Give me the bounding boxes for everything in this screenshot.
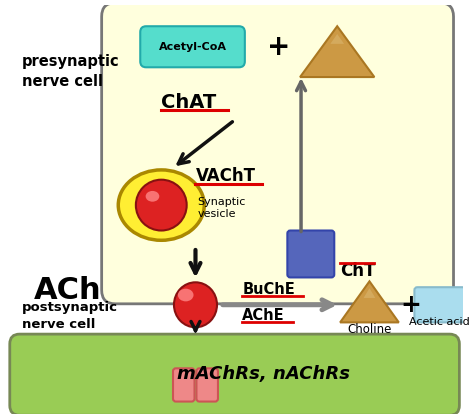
Text: Synaptic
vesicle: Synaptic vesicle	[198, 197, 246, 219]
Text: +: +	[267, 33, 290, 61]
FancyBboxPatch shape	[101, 3, 454, 304]
Text: AChE: AChE	[242, 308, 285, 323]
FancyBboxPatch shape	[287, 230, 334, 277]
FancyBboxPatch shape	[414, 287, 465, 322]
Text: Acetyl-CoA: Acetyl-CoA	[158, 42, 227, 52]
Ellipse shape	[174, 282, 217, 327]
Text: VAChT: VAChT	[195, 167, 255, 185]
Text: ChT: ChT	[340, 261, 375, 279]
Text: Choline: Choline	[347, 323, 392, 336]
Text: presynaptic
nerve cell: presynaptic nerve cell	[21, 54, 119, 88]
Polygon shape	[300, 26, 374, 77]
Text: postsynaptic
nerve cell: postsynaptic nerve cell	[21, 300, 118, 331]
Polygon shape	[340, 281, 399, 322]
Polygon shape	[330, 34, 344, 44]
Polygon shape	[364, 288, 375, 298]
Text: +: +	[400, 293, 421, 317]
Text: mAChRs, nAChRs: mAChRs, nAChRs	[177, 365, 350, 383]
Text: ACh: ACh	[34, 276, 102, 305]
Ellipse shape	[178, 289, 193, 301]
FancyBboxPatch shape	[140, 26, 245, 67]
Circle shape	[136, 180, 187, 230]
Ellipse shape	[118, 170, 204, 240]
FancyBboxPatch shape	[173, 368, 194, 401]
FancyBboxPatch shape	[10, 334, 459, 415]
Text: BuChE: BuChE	[242, 282, 295, 297]
Ellipse shape	[146, 191, 159, 202]
Text: ChAT: ChAT	[161, 93, 217, 112]
Text: Acetic acid: Acetic acid	[410, 317, 470, 327]
FancyBboxPatch shape	[196, 368, 218, 401]
